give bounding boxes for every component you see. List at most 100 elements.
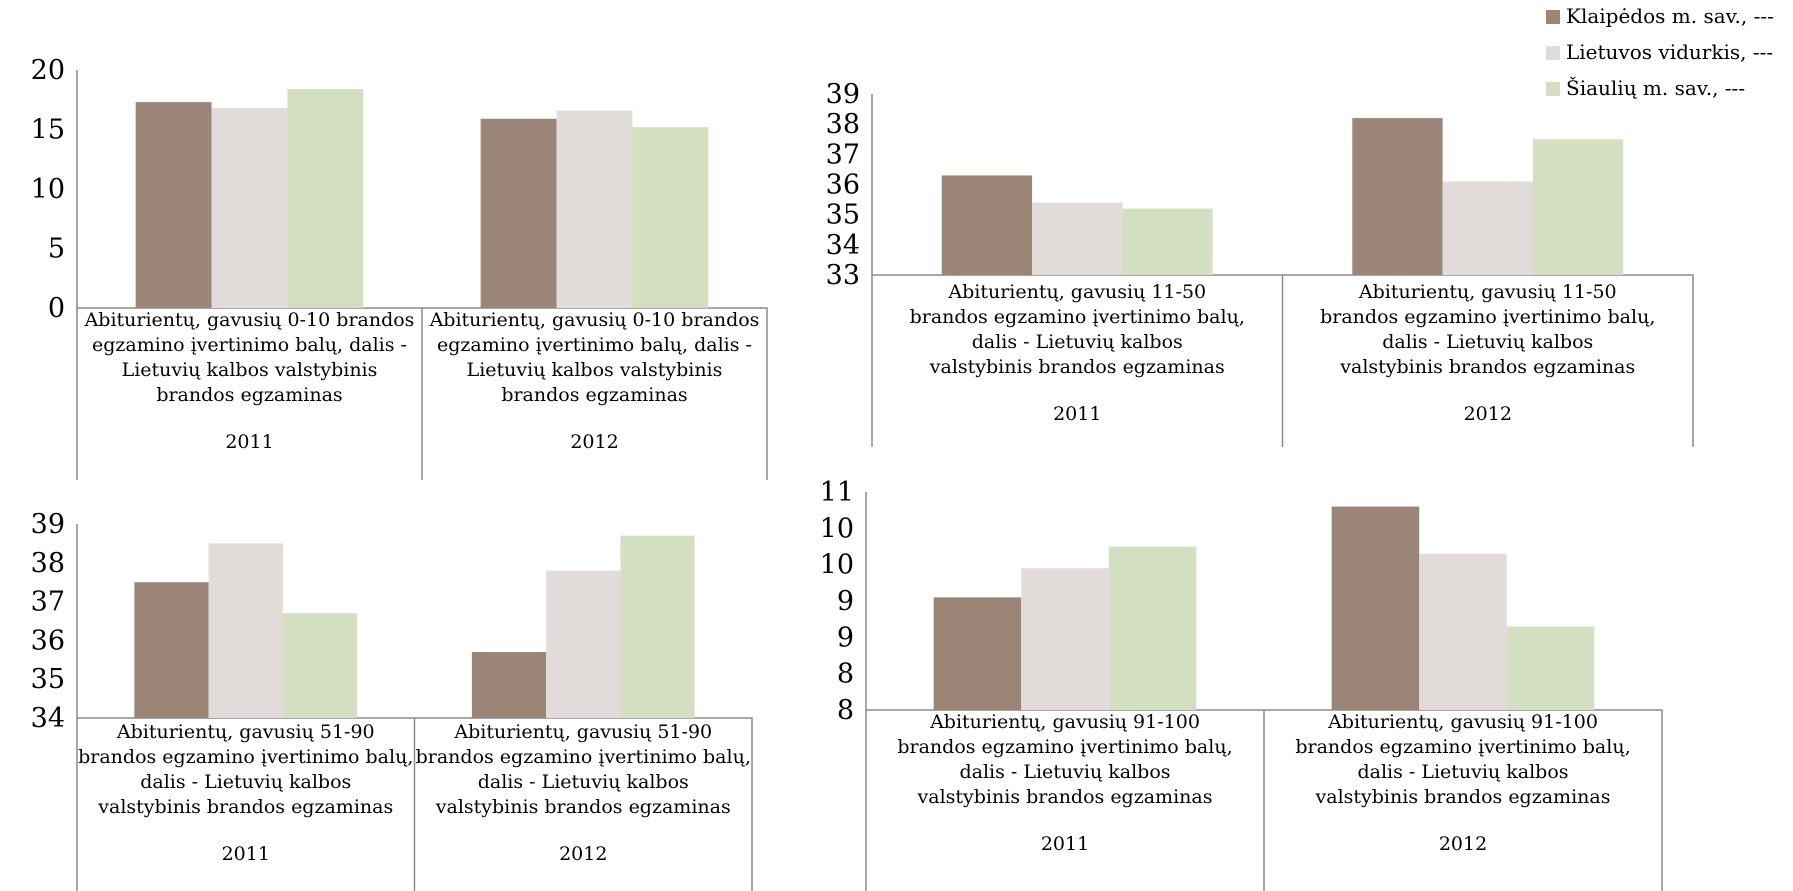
category-label: valstybinis brandos egzaminas — [1315, 786, 1611, 808]
y-tick-label: 11 — [820, 477, 854, 508]
chart-panel-1: 0 5 10 15 20 Abiturientų, gavusių 0-10 brando… — [31, 55, 768, 480]
bar-1-group-1 — [135, 102, 212, 308]
category-label: brandos egzamino įvertinimo balų, — [1320, 306, 1655, 328]
bar-2-group-1 — [208, 543, 283, 718]
category-label: Abiturientų, gavusių 91-100 — [929, 711, 1200, 733]
year-label: 2011 — [222, 843, 270, 865]
bar-1-group-2 — [471, 652, 547, 718]
bar-3-group-1 — [1122, 208, 1213, 275]
category-label: egzamino įvertinimo balų, dalis - — [437, 334, 752, 356]
category-label: dalis - Lietuvių kalbos — [959, 761, 1170, 783]
bar-1-group-2 — [1331, 506, 1420, 710]
bar-2-group-2 — [1419, 553, 1507, 710]
category-label: egzamino įvertinimo balų, dalis - — [92, 334, 407, 356]
y-tick-label: 36 — [31, 625, 65, 656]
y-tick-label: 39 — [31, 509, 65, 540]
bar-2-group-2 — [1442, 181, 1533, 275]
legend-label: Lietuvos vidurkis, --- — [1566, 40, 1773, 64]
bar-3-group-2 — [632, 127, 709, 309]
year-label: 2011 — [225, 431, 273, 453]
category-label: Lietuvių kalbos valstybinis — [122, 359, 378, 381]
y-tick-label: 9 — [837, 622, 854, 653]
year-label: 2011 — [1053, 403, 1101, 425]
bar-1-group-1 — [941, 175, 1033, 275]
year-label: 2012 — [570, 431, 618, 453]
category-label: Abiturientų, gavusių 51-90 — [116, 721, 375, 743]
bar-2-group-1 — [211, 108, 288, 308]
legend-swatch — [1546, 46, 1560, 60]
y-tick-label: 10 — [820, 513, 854, 544]
y-tick-label: 36 — [826, 170, 860, 201]
bar-3-group-2 — [1532, 139, 1624, 275]
legend-swatch — [1546, 82, 1560, 96]
year-label: 2012 — [1439, 833, 1487, 855]
bar-2-group-2 — [556, 110, 633, 309]
y-tick-label: 20 — [31, 55, 65, 86]
y-tick-label: 10 — [31, 174, 65, 205]
category-label: Abiturientų, gavusių 91-100 — [1327, 711, 1598, 733]
bar-3-group-2 — [1506, 626, 1595, 710]
y-tick-label: 34 — [826, 230, 860, 261]
category-label: Abiturientų, gavusių 11-50 — [1358, 281, 1617, 303]
bar-2-group-2 — [546, 570, 621, 718]
y-tick-label: 39 — [826, 79, 860, 110]
year-label: 2011 — [1041, 833, 1089, 855]
category-label: Abiturientų, gavusių 0-10 brandos — [429, 309, 760, 331]
bar-1-group-2 — [1352, 118, 1443, 275]
category-label: dalis - Lietuvių kalbos — [972, 331, 1183, 353]
category-label: brandos egzamino įvertinimo balų, — [416, 746, 751, 768]
y-tick-label: 35 — [31, 664, 65, 695]
category-label: brandos egzamino įvertinimo balų, — [1295, 736, 1630, 758]
category-label: brandos egzamino įvertinimo balų, — [910, 306, 1245, 328]
y-tick-label: 35 — [826, 200, 860, 231]
y-tick-label: 10 — [820, 550, 854, 581]
legend: Klaipėdos m. sav., --- Lietuvos vidurkis,… — [1546, 4, 1774, 100]
category-label: Lietuvių kalbos valstybinis — [467, 359, 723, 381]
y-tick-label: 0 — [48, 293, 65, 324]
category-label: brandos egzamino įvertinimo balų, — [897, 736, 1232, 758]
category-label: Abiturientų, gavusių 11-50 — [947, 281, 1206, 303]
legend-label: Šiaulių m. sav., --- — [1566, 75, 1745, 100]
y-tick-label: 38 — [826, 109, 860, 140]
category-label: valstybinis brandos egzaminas — [97, 796, 393, 818]
y-tick-label: 9 — [837, 586, 854, 617]
bar-2-group-1 — [1021, 568, 1109, 710]
y-tick-label: 34 — [31, 703, 65, 734]
chart-panels: 0 5 10 15 20 Abiturientų, gavusių 0-10 brando… — [31, 55, 1694, 891]
y-tick-label: 33 — [826, 260, 860, 291]
bar-3-group-1 — [287, 89, 364, 308]
y-tick-label: 5 — [48, 234, 65, 265]
y-tick-label: 8 — [837, 695, 854, 726]
category-label: valstybinis brandos egzaminas — [1339, 356, 1635, 378]
chart-panel-3: 34 35 36 37 38 39 Abiturientų, gavusių 51-90 br… — [31, 509, 753, 891]
bar-1-group-2 — [480, 118, 557, 308]
category-label: dalis - Lietuvių kalbos — [140, 771, 351, 793]
category-label: valstybinis brandos egzaminas — [917, 786, 1213, 808]
category-label: Abiturientų, gavusių 0-10 brandos — [84, 309, 415, 331]
bar-3-group-1 — [1108, 546, 1197, 710]
y-tick-label: 8 — [837, 659, 854, 690]
legend-label: Klaipėdos m. sav., --- — [1566, 4, 1774, 28]
chart-panel-4: 8 8 9 9 10 10 11 Abiturientų, gavusių 91-100 bra… — [820, 477, 1663, 891]
bar-3-group-1 — [282, 613, 358, 718]
bar-2-group-1 — [1032, 202, 1123, 275]
category-label: valstybinis brandos egzaminas — [435, 796, 731, 818]
year-label: 2012 — [1464, 403, 1512, 425]
bar-1-group-1 — [134, 582, 209, 718]
category-label: brandos egzaminas — [156, 384, 342, 406]
y-tick-label: 38 — [31, 548, 65, 579]
category-label: brandos egzamino įvertinimo balų, — [78, 746, 413, 768]
y-tick-label: 37 — [826, 139, 860, 170]
category-label: Abiturientų, gavusių 51-90 — [453, 721, 712, 743]
category-label: dalis - Lietuvių kalbos — [1357, 761, 1568, 783]
bar-1-group-1 — [933, 597, 1022, 710]
category-label: dalis - Lietuvių kalbos — [478, 771, 689, 793]
category-label: dalis - Lietuvių kalbos — [1382, 331, 1593, 353]
legend-swatch — [1546, 10, 1560, 24]
category-label: brandos egzaminas — [501, 384, 687, 406]
bar-3-group-2 — [620, 535, 695, 718]
y-tick-label: 37 — [31, 587, 65, 618]
y-tick-label: 15 — [31, 115, 65, 146]
